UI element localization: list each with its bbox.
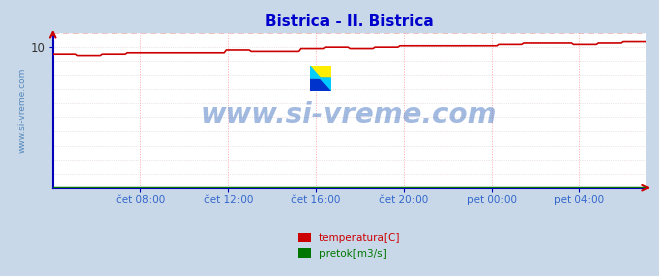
Polygon shape xyxy=(310,78,331,91)
Y-axis label: www.si-vreme.com: www.si-vreme.com xyxy=(18,68,27,153)
Polygon shape xyxy=(310,66,331,78)
Legend: temperatura[C], pretok[m3/s]: temperatura[C], pretok[m3/s] xyxy=(294,229,405,263)
Text: www.si-vreme.com: www.si-vreme.com xyxy=(201,101,498,129)
Polygon shape xyxy=(310,66,331,91)
Title: Bistrica - Il. Bistrica: Bistrica - Il. Bistrica xyxy=(265,14,434,29)
